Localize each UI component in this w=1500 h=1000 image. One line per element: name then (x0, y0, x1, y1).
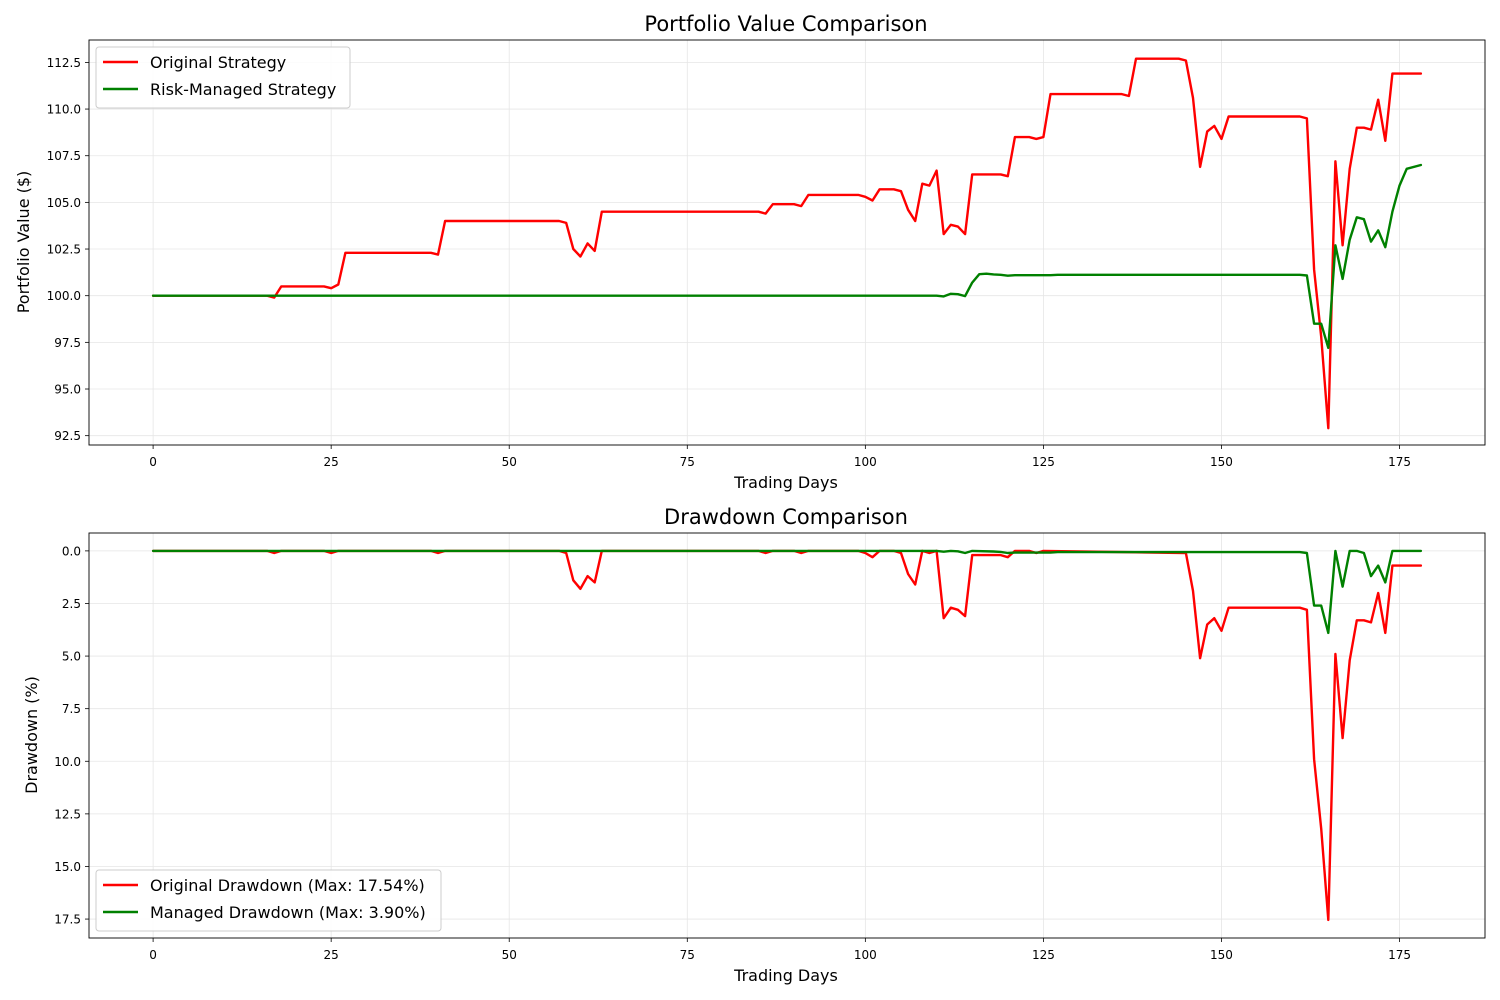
y-axis-label: Drawdown (%) (22, 676, 41, 794)
y-axis-label: Portfolio Value ($) (14, 171, 33, 314)
y-tick-label: 95.0 (54, 383, 81, 397)
y-tick-label: 2.5 (62, 597, 81, 611)
x-tick-label: 25 (324, 455, 339, 469)
y-tick-label: 5.0 (62, 650, 81, 664)
x-tick-label: 75 (680, 948, 695, 962)
portfolio-value-chart: Portfolio Value Comparison Trading Days … (14, 12, 1486, 492)
chart-title: Portfolio Value Comparison (644, 12, 927, 36)
y-tick-label: 92.5 (54, 429, 81, 443)
x-tick-label: 0 (149, 948, 157, 962)
x-tick-label: 125 (1032, 455, 1055, 469)
legend-label: Managed Drawdown (Max: 3.90%) (150, 903, 426, 922)
series-line-original (151, 57, 1423, 430)
y-tick-label: 102.5 (47, 243, 81, 257)
chart-title: Drawdown Comparison (664, 505, 908, 529)
x-tick-label: 100 (854, 948, 877, 962)
y-tick-label: 12.5 (54, 807, 81, 821)
series-line-original (151, 549, 1423, 922)
plot-frame (88, 532, 1486, 939)
series-line-managed (151, 163, 1423, 350)
y-tick-label: 10.0 (54, 755, 81, 769)
y-tick-label: 7.5 (62, 702, 81, 716)
legend-box (95, 46, 351, 109)
legend-label: Original Drawdown (Max: 17.54%) (150, 876, 425, 895)
x-tick-label: 50 (502, 455, 517, 469)
x-tick-label: 100 (854, 455, 877, 469)
x-tick-label: 50 (502, 948, 517, 962)
y-tick-label: 110.0 (47, 103, 81, 117)
y-tick-label: 15.0 (54, 860, 81, 874)
y-tick-label: 100.0 (47, 289, 81, 303)
legend-label: Risk-Managed Strategy (150, 80, 336, 99)
x-axis-label: Trading Days (733, 473, 838, 492)
x-tick-label: 75 (680, 455, 695, 469)
drawdown-chart: Drawdown Comparison Trading Days Drawdow… (22, 505, 1486, 985)
plot-frame (88, 39, 1486, 446)
legend-label: Original Strategy (150, 53, 286, 72)
y-tick-label: 105.0 (47, 196, 81, 210)
x-tick-label: 125 (1032, 948, 1055, 962)
x-tick-label: 175 (1388, 948, 1411, 962)
x-tick-label: 25 (324, 948, 339, 962)
y-tick-label: 112.5 (47, 56, 81, 70)
series-line-managed (151, 549, 1423, 635)
y-tick-label: 97.5 (54, 336, 81, 350)
legend-box (95, 869, 442, 932)
x-tick-label: 150 (1210, 455, 1233, 469)
y-tick-label: 17.5 (54, 913, 81, 927)
x-axis-label: Trading Days (733, 966, 838, 985)
x-tick-label: 175 (1388, 455, 1411, 469)
x-tick-label: 0 (149, 455, 157, 469)
y-tick-label: 107.5 (47, 149, 81, 163)
y-tick-label: 0.0 (62, 544, 81, 558)
x-tick-label: 150 (1210, 948, 1233, 962)
